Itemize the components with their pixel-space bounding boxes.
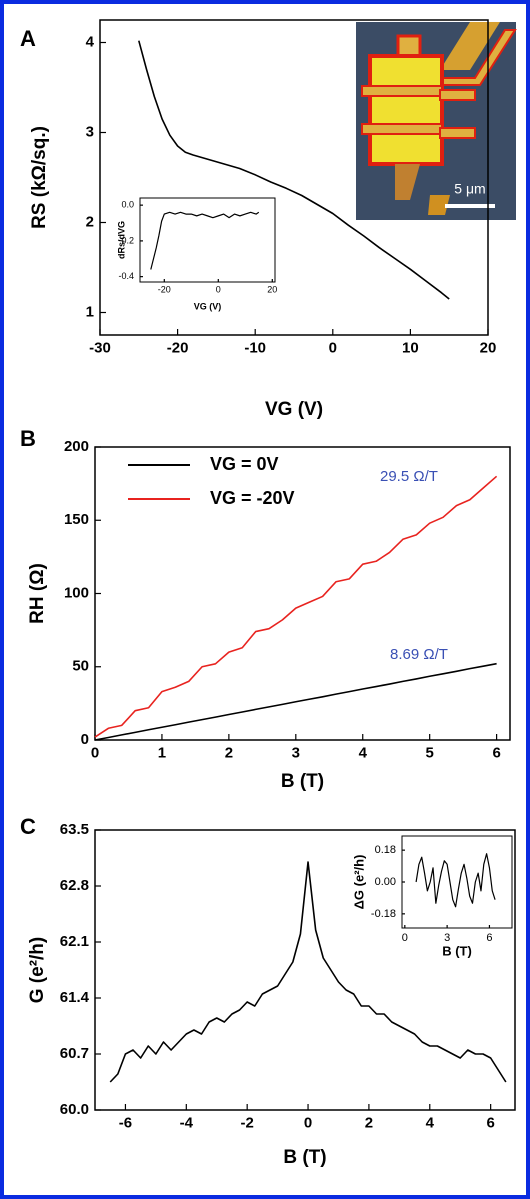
y-tick-label: -0.2	[118, 235, 134, 245]
series-line	[94, 475, 498, 738]
y-tick-label: 0.18	[375, 844, 396, 856]
x-tick-label: -10	[244, 339, 266, 356]
plot-frame	[94, 829, 516, 1111]
panel-label: C	[20, 814, 36, 839]
scale-bar	[445, 204, 495, 208]
hall-bar	[368, 54, 444, 166]
lead	[440, 22, 500, 70]
x-tick-label: 5	[426, 744, 434, 761]
legend-label: VG = 0V	[210, 454, 279, 474]
y-axis-label: G (e²/h)	[27, 937, 48, 1004]
x-tick-label: 0	[91, 744, 99, 761]
x-tick-label: 4	[426, 1114, 435, 1131]
y-axis-label: dRs/dVG	[116, 221, 126, 259]
x-axis-label: B (T)	[283, 1147, 326, 1168]
y-tick-label: 61.4	[60, 989, 90, 1006]
series-line	[138, 40, 450, 300]
lead	[428, 195, 450, 215]
x-tick-label: 6	[492, 744, 500, 761]
x-tick-label: 20	[267, 284, 277, 294]
x-axis-label: VG (V)	[265, 399, 323, 420]
y-tick-label: 60.7	[60, 1045, 89, 1062]
y-tick-label: 2	[86, 213, 94, 230]
y-tick-label: 60.0	[60, 1101, 89, 1118]
x-tick-label: 1	[158, 744, 166, 761]
contact	[439, 89, 476, 101]
annotation: 8.69 Ω/T	[390, 646, 448, 663]
contact	[361, 123, 443, 135]
y-tick-label: -0.18	[371, 908, 396, 920]
series-line	[94, 662, 497, 741]
x-tick-label: 0	[402, 932, 408, 944]
x-tick-label: -2	[241, 1114, 254, 1131]
contact	[439, 127, 476, 139]
y-tick-label: 200	[64, 438, 89, 455]
x-tick-label: 3	[292, 744, 300, 761]
y-axis-label: RH (Ω)	[27, 563, 48, 624]
x-tick-label: -4	[180, 1114, 194, 1131]
x-tick-label: -6	[119, 1114, 132, 1131]
x-tick-label: 2	[225, 744, 233, 761]
x-tick-label: 20	[480, 339, 497, 356]
y-axis-label: RS (kΩ/sq.)	[29, 126, 50, 229]
series-line	[415, 853, 496, 908]
y-axis-label: ΔG (e²/h)	[351, 855, 366, 910]
x-tick-label: 0	[329, 339, 337, 356]
contact	[361, 85, 443, 97]
x-tick-label: -30	[89, 339, 111, 356]
panel-label: A	[20, 26, 36, 51]
x-tick-label: 3	[444, 932, 450, 944]
x-axis-label: B (T)	[281, 771, 324, 792]
x-tick-label: 4	[359, 744, 368, 761]
plot-frame	[99, 19, 489, 336]
legend-label: VG = -20V	[210, 488, 295, 508]
x-tick-label: 2	[365, 1114, 373, 1131]
y-tick-label: 4	[86, 33, 95, 50]
x-tick-label: 0	[304, 1114, 312, 1131]
y-tick-label: -0.4	[118, 271, 134, 281]
x-tick-label: 6	[486, 932, 492, 944]
series-line	[109, 861, 507, 1083]
x-axis-label: B (T)	[442, 943, 472, 958]
y-tick-label: 3	[86, 123, 94, 140]
lead	[395, 164, 420, 200]
plot-frame	[139, 197, 276, 283]
series-line	[150, 211, 260, 270]
x-tick-label: -20	[167, 339, 189, 356]
y-tick-label: 0.00	[375, 876, 396, 888]
scale-bar-label: 5 μm	[454, 181, 485, 197]
y-tick-label: 63.5	[60, 821, 89, 838]
x-tick-label: 10	[402, 339, 419, 356]
y-tick-label: 62.1	[60, 933, 89, 950]
y-tick-label: 150	[64, 511, 89, 528]
x-tick-label: 0	[216, 284, 221, 294]
y-tick-label: 0	[81, 731, 89, 748]
micrograph	[356, 22, 517, 220]
plot-frame	[401, 835, 513, 929]
y-tick-label: 50	[72, 658, 89, 675]
panel-label: B	[20, 426, 36, 451]
x-axis-label: VG (V)	[194, 301, 222, 311]
x-tick-label: 6	[486, 1114, 494, 1131]
annotation: 29.5 Ω/T	[380, 468, 438, 485]
x-tick-label: -20	[158, 284, 171, 294]
y-tick-label: 0.0	[121, 200, 134, 210]
y-tick-label: 100	[64, 584, 89, 601]
y-tick-label: 1	[86, 303, 94, 320]
y-tick-label: 62.8	[60, 877, 89, 894]
